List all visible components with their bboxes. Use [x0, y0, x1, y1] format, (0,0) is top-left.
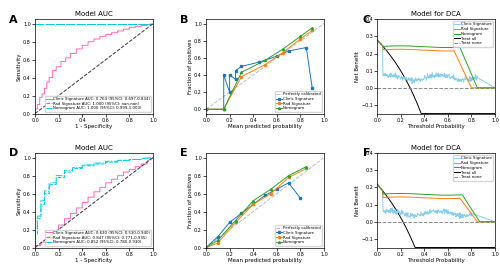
Clinic Signature	[274, 54, 280, 58]
Title: Model for DCA: Model for DCA	[411, 145, 461, 152]
Line: Nomogram: Nomogram	[205, 27, 313, 110]
Text: D: D	[9, 148, 18, 158]
X-axis label: Threshold Probability: Threshold Probability	[407, 124, 465, 129]
Text: A: A	[9, 15, 18, 24]
Legend: Perfectly calibrated, Clinic Signature, Rad Signature, Nomogram: Perfectly calibrated, Clinic Signature, …	[275, 225, 322, 246]
Nomogram	[262, 59, 268, 62]
Clinic Signature	[232, 69, 238, 72]
Legend: Clinic Signature, Rad Signature, Nomogram, Treat all, Treat none: Clinic Signature, Rad Signature, Nomogra…	[453, 21, 493, 47]
X-axis label: Mean predicted probability: Mean predicted probability	[228, 124, 302, 129]
Clinic Signature	[309, 86, 315, 89]
Rad Signature	[220, 108, 226, 111]
Nomogram	[309, 26, 315, 29]
X-axis label: 1 - Specificity: 1 - Specificity	[76, 258, 112, 263]
Rad Signature	[238, 75, 244, 78]
Rad Signature	[280, 51, 285, 54]
Rad Signature	[262, 63, 268, 66]
Rad Signature	[309, 29, 315, 32]
X-axis label: Threshold Probability: Threshold Probability	[407, 258, 465, 263]
Y-axis label: Net Benefit: Net Benefit	[354, 51, 360, 82]
Y-axis label: Net Benefit: Net Benefit	[354, 185, 360, 216]
Clinic Signature	[226, 73, 232, 77]
Nomogram	[238, 71, 244, 74]
Legend: Clinic Signature AUC: 0.620 (95%CI: 0.530-0.940), Rad Signature AUC: 0.847 (95%C: Clinic Signature AUC: 0.620 (95%CI: 0.53…	[44, 230, 151, 246]
Nomogram	[220, 108, 226, 111]
Clinic Signature	[226, 90, 232, 94]
Title: Model AUC: Model AUC	[75, 145, 113, 152]
X-axis label: Mean predicted probability: Mean predicted probability	[228, 258, 302, 263]
Clinic Signature	[256, 60, 262, 64]
Clinic Signature	[220, 73, 226, 77]
Nomogram	[280, 48, 285, 51]
Y-axis label: Fraction of positives: Fraction of positives	[188, 173, 192, 228]
Clinic Signature	[286, 49, 292, 53]
Clinic Signature	[220, 108, 226, 111]
Title: Model for DCA: Model for DCA	[411, 12, 461, 18]
Clinic Signature	[232, 78, 238, 81]
Clinic Signature	[304, 46, 310, 49]
Text: E: E	[180, 148, 188, 158]
Title: Model AUC: Model AUC	[75, 12, 113, 18]
Nomogram	[203, 108, 209, 111]
Line: Clinic Signature: Clinic Signature	[205, 46, 313, 110]
Legend: Perfectly calibrated, Clinic Signature, Rad Signature, Nomogram: Perfectly calibrated, Clinic Signature, …	[275, 91, 322, 112]
X-axis label: 1 - Specificity: 1 - Specificity	[76, 124, 112, 129]
Nomogram	[298, 35, 304, 38]
Rad Signature	[203, 108, 209, 111]
Y-axis label: Sensitivity: Sensitivity	[16, 186, 21, 214]
Text: B: B	[180, 15, 188, 24]
Clinic Signature	[238, 65, 244, 68]
Rad Signature	[298, 37, 304, 41]
Legend: Clinic Signature, Rad Signature, Nomogram, Treat all, Treat none: Clinic Signature, Rad Signature, Nomogra…	[453, 155, 493, 181]
Y-axis label: Sensitivity: Sensitivity	[16, 52, 21, 81]
Line: Rad Signature: Rad Signature	[205, 29, 313, 110]
Y-axis label: Fraction of positives: Fraction of positives	[188, 39, 192, 94]
Text: F: F	[363, 148, 370, 158]
Text: C: C	[363, 15, 371, 24]
Legend: Clinic Signature AUC: 0.764 (95%CI: 0.697-0.834), Rad Signature AUC: 1.000 (95%C: Clinic Signature AUC: 0.764 (95%CI: 0.69…	[44, 96, 151, 112]
Clinic Signature	[203, 108, 209, 111]
